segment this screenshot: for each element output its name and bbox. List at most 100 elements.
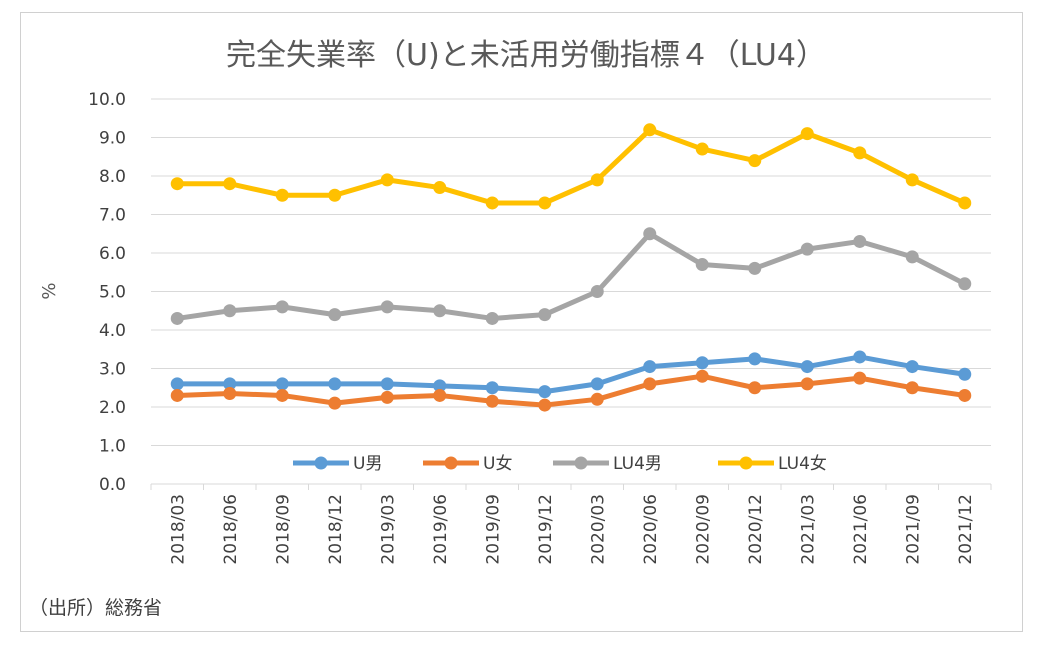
data-point xyxy=(853,234,867,248)
data-point xyxy=(853,146,867,160)
x-tick-label: 2021/09 xyxy=(903,494,923,565)
data-point xyxy=(538,196,552,210)
data-point xyxy=(380,377,394,391)
data-point xyxy=(905,381,919,395)
data-point xyxy=(223,387,237,401)
legend-label: LU4女 xyxy=(778,454,827,474)
data-point xyxy=(958,277,972,291)
data-point xyxy=(328,188,342,202)
data-point xyxy=(275,377,289,391)
x-tick-label: 2019/06 xyxy=(431,494,451,565)
data-point xyxy=(328,396,342,410)
data-point xyxy=(170,311,184,325)
x-tick-label: 2021/12 xyxy=(956,494,976,565)
data-point xyxy=(485,311,499,325)
data-point xyxy=(380,300,394,314)
y-tick-label: 0.0 xyxy=(99,475,126,495)
legend-label: U女 xyxy=(483,454,512,474)
data-point xyxy=(170,377,184,391)
data-point xyxy=(590,377,604,391)
data-point xyxy=(905,360,919,374)
data-point xyxy=(485,394,499,408)
series-line xyxy=(174,354,968,395)
y-tick-label: 1.0 xyxy=(99,437,126,457)
y-tick-label: 4.0 xyxy=(99,321,126,341)
x-tick-label: 2018/06 xyxy=(221,494,241,565)
data-point xyxy=(905,250,919,264)
data-point xyxy=(223,377,237,391)
series-layer xyxy=(170,123,972,412)
data-point xyxy=(328,308,342,322)
data-point xyxy=(800,127,814,141)
data-point xyxy=(380,390,394,404)
data-point xyxy=(538,398,552,412)
source-note: （出所）総務省 xyxy=(29,597,162,619)
y-tick-label: 7.0 xyxy=(99,206,126,226)
data-point xyxy=(590,173,604,187)
data-point xyxy=(695,258,709,272)
chart-title: 完全失業率（U)と未活用労働指標４（LU4） xyxy=(226,38,826,73)
y-tick-label: 3.0 xyxy=(99,360,126,380)
data-point xyxy=(485,196,499,210)
legend-label: LU4男 xyxy=(613,454,662,474)
y-tick-label: 2.0 xyxy=(99,398,126,418)
y-tick-label: 5.0 xyxy=(99,283,126,303)
x-tick-label: 2020/03 xyxy=(588,494,608,565)
x-tick-label: 2018/12 xyxy=(326,494,346,565)
x-tick-label: 2020/12 xyxy=(746,494,766,565)
data-point xyxy=(643,123,657,137)
data-point xyxy=(748,352,762,366)
x-tick-label: 2018/03 xyxy=(168,494,188,565)
legend-marker xyxy=(314,456,328,470)
x-tick-label: 2019/09 xyxy=(483,494,503,565)
data-point xyxy=(800,360,814,374)
chart-frame: 完全失業率（U)と未活用労働指標４（LU4） 0.0 1.0 2.0 3.0 4.0 5.… xyxy=(20,12,1023,632)
x-tick-label: 2021/06 xyxy=(851,494,871,565)
data-point xyxy=(433,181,447,195)
data-point xyxy=(433,304,447,318)
legend-marker xyxy=(444,456,458,470)
x-axis-ticks: 2018/03 2018/06 2018/09 2018/12 2019/03 2019/… xyxy=(168,494,976,565)
data-point xyxy=(643,227,657,241)
data-point xyxy=(433,379,447,393)
data-point xyxy=(170,177,184,191)
data-point xyxy=(485,381,499,395)
x-tick-label: 2021/03 xyxy=(798,494,818,565)
y-tick-label: 6.0 xyxy=(99,244,126,264)
y-axis-label: % xyxy=(39,282,60,299)
data-point xyxy=(958,388,972,402)
data-point xyxy=(223,304,237,318)
data-point xyxy=(380,173,394,187)
legend-marker xyxy=(739,456,753,470)
data-point xyxy=(275,388,289,402)
data-point xyxy=(748,381,762,395)
y-axis-ticks: 0.0 1.0 2.0 3.0 4.0 5.0 6.0 7.0 8.0 9.0 10.0 xyxy=(88,90,126,495)
x-tick-label: 2020/06 xyxy=(641,494,661,565)
data-point xyxy=(853,371,867,385)
data-point xyxy=(275,300,289,314)
data-point xyxy=(853,350,867,364)
x-tick-label: 2019/03 xyxy=(378,494,398,565)
y-tick-label: 9.0 xyxy=(99,129,126,149)
data-point xyxy=(223,177,237,191)
data-point xyxy=(958,367,972,381)
y-tick-label: 10.0 xyxy=(88,90,126,110)
data-point xyxy=(538,385,552,399)
series-line xyxy=(174,373,968,408)
x-tick-label: 2019/12 xyxy=(536,494,556,565)
legend: U男 U女 LU4男 LU4女 xyxy=(293,454,827,474)
data-point xyxy=(433,388,447,402)
legend-label: U男 xyxy=(353,454,382,474)
data-point xyxy=(275,188,289,202)
data-point xyxy=(590,392,604,406)
legend-marker xyxy=(574,456,588,470)
data-point xyxy=(905,173,919,187)
data-point xyxy=(170,388,184,402)
x-tick-label: 2020/09 xyxy=(693,494,713,565)
data-point xyxy=(643,360,657,374)
data-point xyxy=(748,154,762,168)
series-line xyxy=(174,231,968,321)
data-point xyxy=(695,356,709,370)
data-point xyxy=(748,261,762,275)
data-point xyxy=(590,285,604,298)
